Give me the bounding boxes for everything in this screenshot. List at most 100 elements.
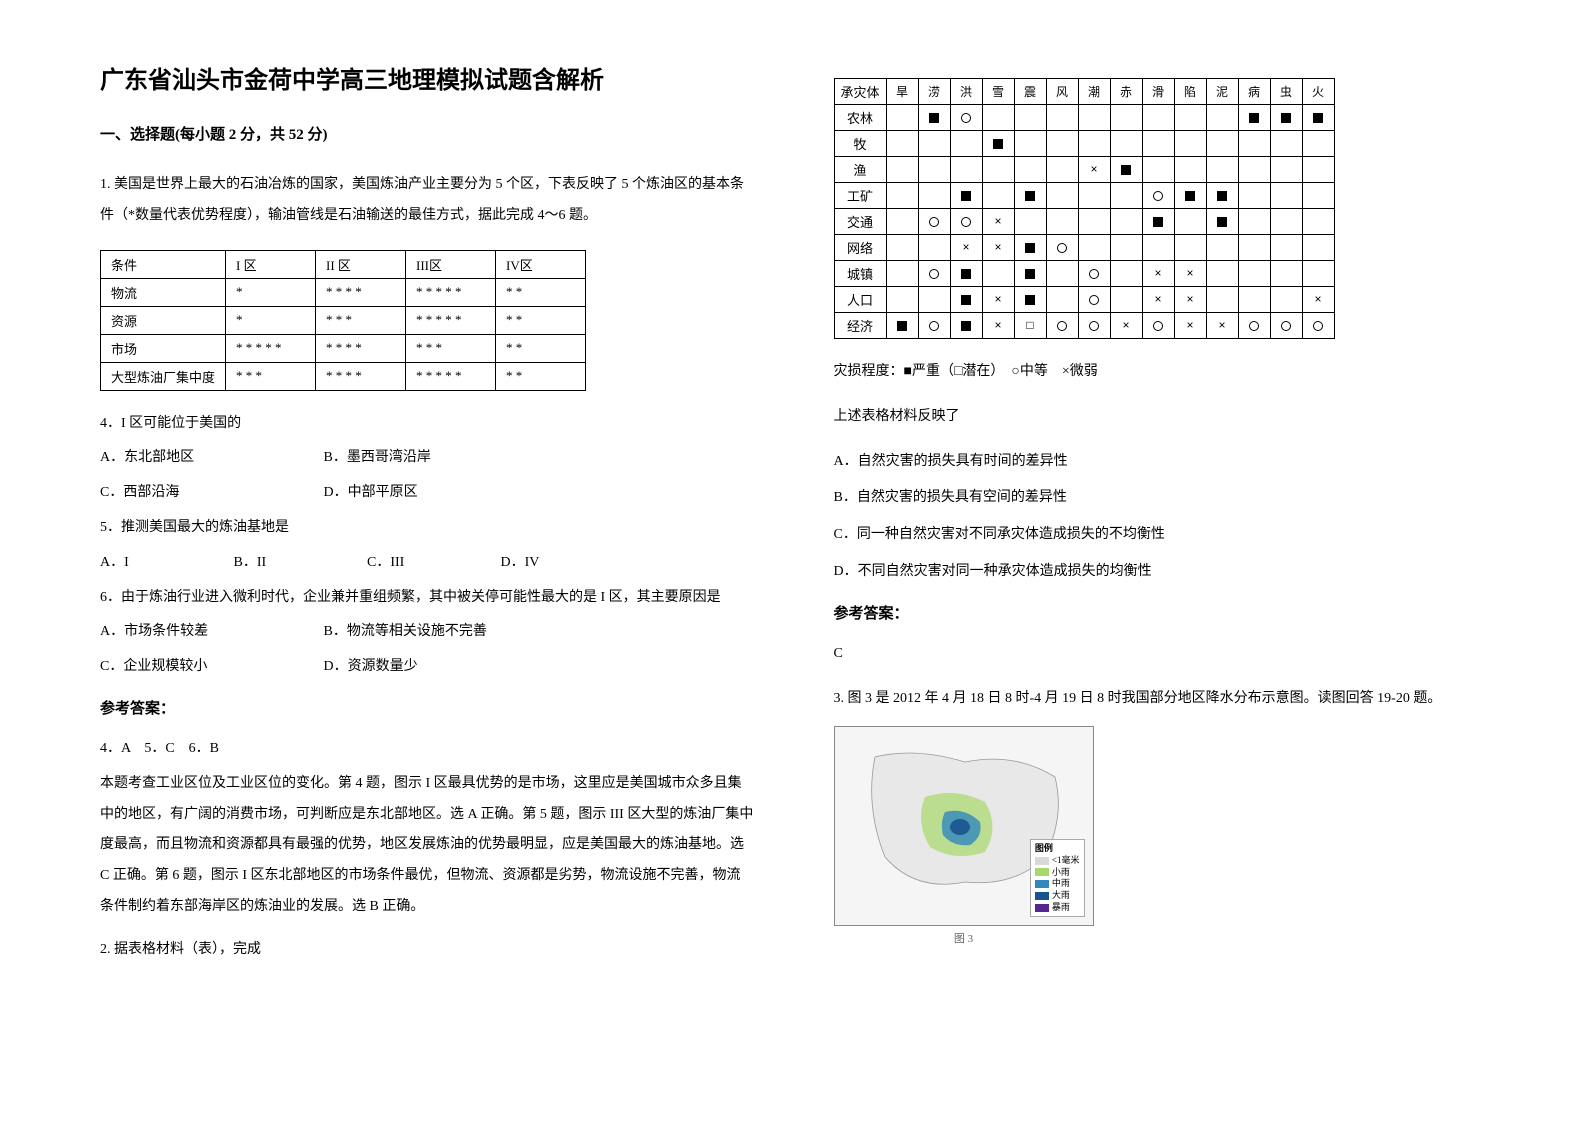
- table-row: 市场 * * * * * * * * * * * * * *: [101, 334, 586, 362]
- cell: * * * * *: [406, 306, 496, 334]
- cell: [982, 131, 1014, 157]
- severe-icon: [1185, 191, 1195, 201]
- severe-icon: [1217, 191, 1227, 201]
- cell: [1270, 313, 1302, 339]
- cell: [1270, 183, 1302, 209]
- th: 泥: [1206, 79, 1238, 105]
- cell: [1078, 313, 1110, 339]
- severe-icon: [1121, 165, 1131, 175]
- cell: [1206, 131, 1238, 157]
- cell: [918, 105, 950, 131]
- cell: [1238, 209, 1270, 235]
- cell: [1078, 131, 1110, 157]
- cell: * *: [496, 306, 586, 334]
- table-header-row: 承灾体旱涝洪雪震风潮赤滑陷泥病虫火: [834, 79, 1334, 105]
- cell: [886, 313, 918, 339]
- cell: ×: [950, 235, 982, 261]
- cell: [1206, 287, 1238, 313]
- cell: [950, 313, 982, 339]
- weak-icon: ×: [1186, 266, 1193, 280]
- cell: □: [1014, 313, 1046, 339]
- cell: [1078, 183, 1110, 209]
- legend-title: 图例: [1035, 843, 1080, 855]
- cell: [1238, 105, 1270, 131]
- cell: [950, 261, 982, 287]
- cell: [1206, 261, 1238, 287]
- medium-icon: [929, 269, 939, 279]
- cell: [1270, 157, 1302, 183]
- severe-icon: [1025, 191, 1035, 201]
- row-label: 城镇: [834, 261, 886, 287]
- severe-icon: [897, 321, 907, 331]
- th: 潮: [1078, 79, 1110, 105]
- cell: * * * *: [316, 362, 406, 390]
- q2-intro: 2. 据表格材料（表），完成: [100, 935, 754, 966]
- severe-icon: [1153, 217, 1163, 227]
- th: 虫: [1270, 79, 1302, 105]
- q2-stem: 上述表格材料反映了: [834, 402, 1488, 433]
- answer-456: 4．A 5．C 6．B: [100, 734, 754, 765]
- severe-icon: [1313, 113, 1323, 123]
- cell: [1046, 131, 1078, 157]
- table-row: 城镇 × ×: [834, 261, 1334, 287]
- cell: ×: [982, 209, 1014, 235]
- cell: [1078, 261, 1110, 287]
- cell: [1270, 261, 1302, 287]
- cell: [1046, 235, 1078, 261]
- cell: [918, 287, 950, 313]
- cell: [1110, 235, 1142, 261]
- cell: [886, 157, 918, 183]
- cell: [886, 105, 918, 131]
- cell: [1238, 157, 1270, 183]
- q2-option-d: D．不同自然灾害对同一种承灾体造成损失的均衡性: [834, 557, 1488, 588]
- th: 承灾体: [834, 79, 886, 105]
- medium-icon: [1281, 321, 1291, 331]
- weak-icon: ×: [994, 240, 1001, 254]
- cell: *: [226, 278, 316, 306]
- cell: * *: [496, 278, 586, 306]
- cell: [1174, 235, 1206, 261]
- cell: [1078, 235, 1110, 261]
- cell: [918, 183, 950, 209]
- cell: *: [226, 306, 316, 334]
- cell: [950, 131, 982, 157]
- th: 震: [1014, 79, 1046, 105]
- cell: [1174, 183, 1206, 209]
- table-row: 渔×: [834, 157, 1334, 183]
- cell: [1046, 313, 1078, 339]
- q4-option-a: A．东北部地区: [100, 443, 320, 474]
- table-row: 资源 * * * * * * * * * * *: [101, 306, 586, 334]
- cell: [1142, 105, 1174, 131]
- cell: [1110, 287, 1142, 313]
- th: 洪: [950, 79, 982, 105]
- severe-icon: [1217, 217, 1227, 227]
- cell: [1206, 209, 1238, 235]
- cell: [950, 287, 982, 313]
- weak-icon: ×: [1122, 318, 1129, 332]
- cell: 大型炼油厂集中度: [101, 362, 226, 390]
- cell: * * *: [406, 334, 496, 362]
- cell: * * * * *: [226, 334, 316, 362]
- th-zone3: III区: [406, 250, 496, 278]
- cell: [1142, 209, 1174, 235]
- cell: [1046, 287, 1078, 313]
- th: 赤: [1110, 79, 1142, 105]
- q6-option-a: A．市场条件较差: [100, 617, 320, 648]
- q4-option-d: D．中部平原区: [324, 478, 544, 509]
- cell: [1110, 157, 1142, 183]
- weak-icon: ×: [1090, 162, 1097, 176]
- cell: * * *: [316, 306, 406, 334]
- cell: [1110, 183, 1142, 209]
- cell: [918, 261, 950, 287]
- cell: ×: [982, 287, 1014, 313]
- explanation-1: 本题考查工业区位及工业区位的变化。第 4 题，图示 I 区最具优势的是市场，这里…: [100, 769, 754, 923]
- th-condition: 条件: [101, 250, 226, 278]
- row-label: 牧: [834, 131, 886, 157]
- medium-icon: [929, 321, 939, 331]
- weak-icon: ×: [1186, 292, 1193, 306]
- cell: ×: [1142, 261, 1174, 287]
- weak-icon: ×: [962, 240, 969, 254]
- cell: 市场: [101, 334, 226, 362]
- severe-icon: [961, 295, 971, 305]
- th: 旱: [886, 79, 918, 105]
